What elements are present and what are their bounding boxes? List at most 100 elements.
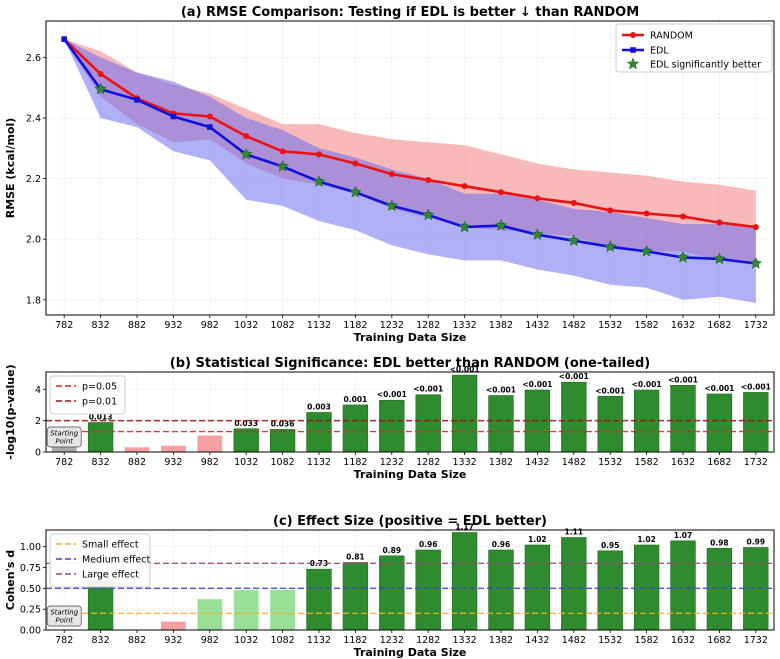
cohen-bar-value-label: 0.99: [747, 538, 766, 547]
random-series-line: [63, 38, 756, 229]
pvalue-bar: [706, 393, 733, 453]
cohen-bar: [743, 547, 769, 631]
rmse-xtick-label: 1382: [489, 320, 513, 331]
cohen-xlabel: Training Data Size: [354, 646, 467, 659]
cohen-bar: [488, 549, 514, 631]
cohen-legend-label: Small effect: [82, 540, 139, 551]
pvalue-xtick-label: 1532: [598, 457, 622, 468]
pvalue-xtick-label: 1332: [453, 457, 477, 468]
cohen-xtick-label: 832: [92, 635, 110, 646]
rmse-xtick-label: 982: [201, 320, 219, 331]
pvalue-xtick-label: 1482: [562, 457, 586, 468]
cohen-bar: [451, 532, 478, 631]
random-point: [206, 113, 213, 120]
rmse-xtick-label: 932: [164, 320, 182, 331]
rmse-ytick-label: 2.0: [26, 235, 41, 246]
significance-star-marker: [385, 199, 399, 212]
edl-point: [134, 97, 140, 103]
rmse-ytick-label: 2.2: [26, 174, 41, 185]
pvalue-xtick-label: 1282: [416, 457, 440, 468]
pvalue-bar-value-label: <0.001: [450, 365, 480, 374]
rmse-xtick-label: 1282: [416, 320, 440, 331]
pvalue-legend: p=0.05 p=0.01: [49, 375, 126, 415]
random-point: [243, 133, 250, 140]
cohen-xtick-label: 882: [128, 635, 146, 646]
pvalue-bar-value-label: <0.001: [704, 384, 734, 393]
legend-random-marker: [630, 32, 636, 38]
cohen-xtick-label: 1582: [635, 635, 659, 646]
pvalue-bar: [488, 395, 514, 453]
cohen-bar: [379, 555, 405, 631]
rmse-xtick-label: 782: [55, 320, 73, 331]
rmse-xtick-label: 1332: [453, 320, 477, 331]
cohen-starting-point-label: Point: [55, 617, 73, 625]
cohen-title: (c) Effect Size (positive = EDL better): [273, 514, 547, 529]
pvalue-bar-value-label: 0.036: [271, 419, 295, 428]
cohen-legend-label: Medium effect: [82, 555, 150, 566]
rmse-xtick-label: 1682: [707, 320, 731, 331]
pvalue-bar: [743, 392, 769, 453]
pvalue-xtick-label: 1082: [271, 457, 295, 468]
significance-star-marker: [749, 256, 763, 269]
pvalue-bar: [670, 385, 696, 453]
edl-point: [207, 124, 213, 130]
cohen-xtick-label: 1182: [343, 635, 367, 646]
rmse-ylabel: RMSE (kcal/mol): [4, 118, 17, 219]
pvalue-bar: [269, 429, 296, 453]
rmse-xtick-label: 1732: [744, 320, 768, 331]
pvalue-bar-value-label: <0.001: [377, 390, 407, 399]
significance-star-marker: [531, 228, 544, 241]
cohen-bar: [561, 537, 587, 631]
pvalue-xtick-label: 1682: [707, 457, 731, 468]
rmse-xtick-label: 1532: [598, 320, 622, 331]
rmse-ytick-label: 1.8: [26, 295, 41, 306]
random-point: [279, 148, 286, 155]
cohen-bar: [306, 568, 332, 631]
edl-series-line: [63, 38, 756, 265]
pvalue-bar-value-label: 0.033: [234, 419, 258, 428]
pvalue-bar-value-label: <0.001: [522, 380, 552, 389]
pvalue-bar: [124, 447, 150, 452]
pvalue-bar-value-label: <0.001: [413, 385, 443, 394]
pvalue-xtick-label: 782: [55, 457, 73, 468]
pvalue-starting-point-box: [46, 426, 82, 448]
significance-star-marker: [349, 185, 362, 198]
rmse-xtick-label: 1032: [234, 320, 258, 331]
legend-edl-label: EDL: [650, 46, 669, 57]
cohen-xtick-label: 1732: [744, 635, 768, 646]
cohen-legend: Small effect Medium effect Large effect: [49, 533, 151, 588]
cohen-ylabel: Cohen's d: [4, 550, 17, 610]
pvalue-xtick-label: 1582: [635, 457, 659, 468]
cohen-xtick-label: 1532: [598, 635, 622, 646]
pvalue-bar: [415, 394, 441, 453]
rmse-xtick-label: 882: [128, 320, 146, 331]
cohen-xtick-label: 782: [55, 635, 73, 646]
rmse-xtick-label: 1082: [271, 320, 295, 331]
cohen-bar: [633, 544, 660, 631]
pvalue-title: (b) Statistical Significance: EDL better…: [170, 356, 650, 371]
cohen-xtick-label: 1632: [671, 635, 695, 646]
rmse-xtick-label: 1232: [380, 320, 404, 331]
cohen-bar: [706, 548, 733, 631]
cohen-bar-value-label: 1.07: [674, 531, 693, 540]
cohen-xtick-label: 1482: [562, 635, 586, 646]
pvalue-bar: [161, 445, 186, 452]
pvalue-ylabel: -log10(p-value): [4, 364, 17, 459]
cohen-xtick-label: 1082: [271, 635, 295, 646]
legend-random-label: RANDOM: [650, 31, 693, 42]
cohen-xtick-label: 1682: [707, 635, 731, 646]
pvalue-xtick-label: 932: [164, 457, 182, 468]
cohen-bar: [197, 599, 223, 630]
cohen-bar-value-label: 1.02: [528, 535, 547, 544]
pvalue-xtick-label: 982: [201, 457, 219, 468]
rmse-xtick-label: 1182: [343, 320, 367, 331]
pvalue-bar-value-label: 0.001: [344, 395, 368, 404]
pvalue-bar: [633, 389, 660, 453]
significance-star-marker: [567, 234, 581, 247]
cohen-legend-label: Large effect: [82, 570, 139, 581]
pvalue-xtick-label: 1132: [307, 457, 331, 468]
cohen-bar: [415, 549, 441, 631]
cohen-ytick-label: 1.00: [20, 542, 41, 553]
